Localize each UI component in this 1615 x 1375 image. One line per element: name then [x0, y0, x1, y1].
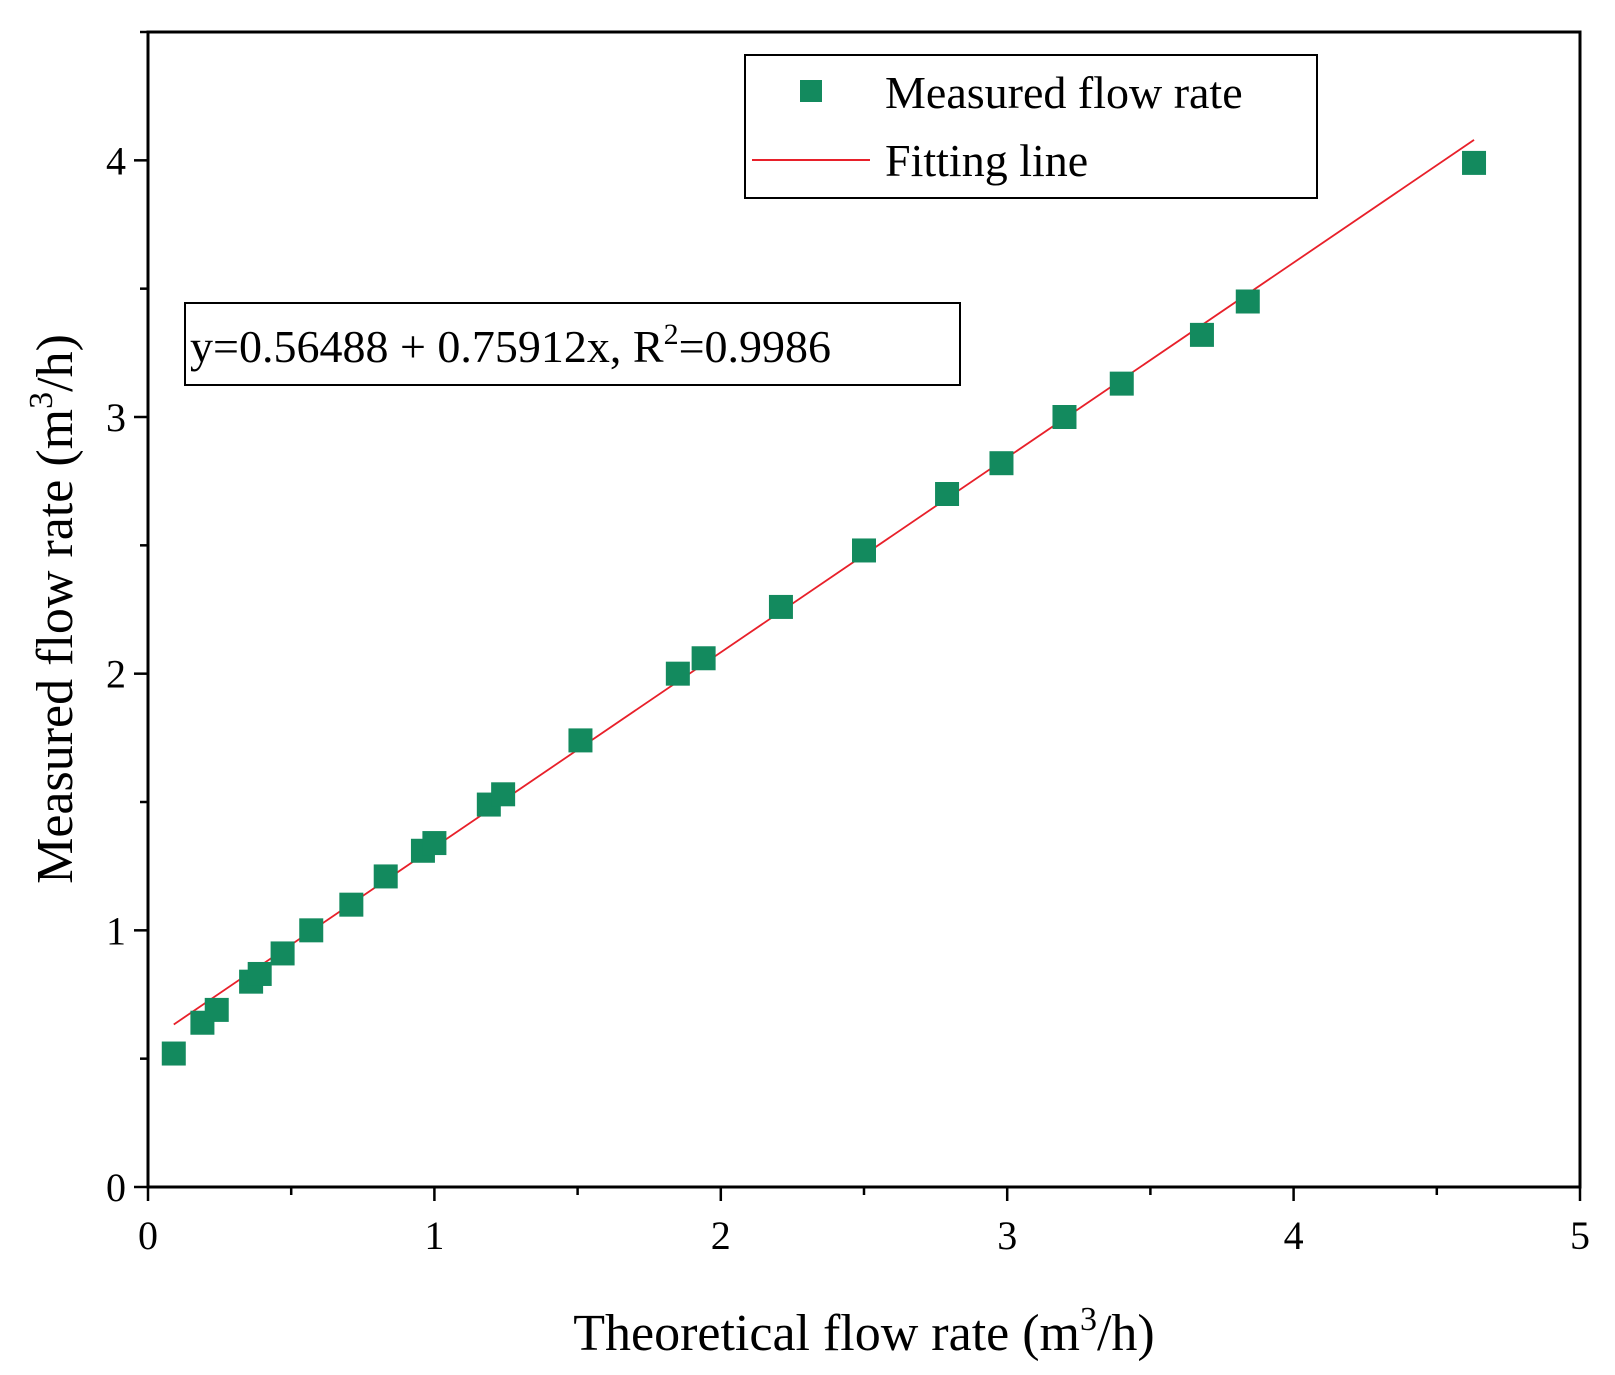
- y-tick-label: 2: [106, 652, 126, 697]
- data-point: [161, 1041, 186, 1066]
- y-tick-label: 0: [106, 1165, 126, 1210]
- data-point: [691, 646, 716, 671]
- x-axis-title-tail: /h): [1097, 1305, 1155, 1362]
- data-points: [161, 150, 1487, 1066]
- data-point: [270, 941, 295, 966]
- equation-sup: 2: [664, 318, 679, 351]
- data-point: [204, 997, 229, 1022]
- data-point: [1462, 150, 1487, 175]
- y-axis-title-tail: /h): [27, 334, 84, 392]
- x-axis-title-sup: 3: [1080, 1301, 1097, 1338]
- x-axis-title-main: Theoretical flow rate (m: [573, 1305, 1080, 1362]
- data-point: [935, 482, 960, 506]
- data-point: [1052, 405, 1077, 429]
- data-point: [852, 538, 876, 563]
- data-point: [665, 661, 690, 686]
- x-tick-label: 3: [997, 1213, 1017, 1258]
- data-point: [768, 594, 793, 619]
- data-point: [1235, 289, 1260, 314]
- data-point: [989, 451, 1014, 476]
- data-point: [299, 918, 324, 943]
- equation-box: [184, 302, 961, 386]
- data-point: [491, 782, 516, 807]
- y-tick-label: 1: [106, 908, 126, 953]
- y-tick-label: 3: [106, 395, 126, 440]
- y-axis-title: Measured flow rate (m3/h): [23, 334, 84, 884]
- x-tick-label: 1: [424, 1213, 444, 1258]
- x-tick-label: 4: [1284, 1213, 1304, 1258]
- data-point: [568, 728, 593, 753]
- x-tick-label: 5: [1570, 1213, 1590, 1258]
- legend-box: [744, 54, 1318, 199]
- data-point: [1189, 322, 1214, 347]
- x-axis-title: Theoretical flow rate (m3/h): [573, 1301, 1155, 1362]
- y-axis: 0 1 2 3 4: [106, 30, 148, 1210]
- legend-label-measured: Measured flow rate: [885, 67, 1243, 118]
- data-point: [1109, 371, 1134, 396]
- equation-annotation: y=0.56488 + 0.75912x, R2=0.9986: [184, 302, 961, 386]
- data-point: [339, 892, 364, 917]
- legend-marker-square-icon: [800, 80, 822, 102]
- equation-text: y=0.56488 + 0.75912x, R2=0.9986: [190, 318, 831, 372]
- y-axis-title-main: Measured flow rate (m: [27, 409, 84, 884]
- equation-main: y=0.56488 + 0.75912x, R: [190, 321, 664, 372]
- data-point: [422, 831, 447, 856]
- y-axis-title-sup: 3: [23, 392, 60, 409]
- x-axis: 0 1 2 3 4 5: [138, 1187, 1590, 1258]
- legend-label-fitting: Fitting line: [885, 135, 1088, 186]
- x-tick-label: 2: [711, 1213, 731, 1258]
- equation-tail: =0.9986: [679, 321, 831, 372]
- data-point: [373, 864, 398, 889]
- y-tick-label: 4: [106, 138, 126, 183]
- x-tick-label: 0: [138, 1213, 158, 1258]
- legend: Measured flow rate Fitting line: [744, 54, 1318, 199]
- data-point: [247, 961, 272, 986]
